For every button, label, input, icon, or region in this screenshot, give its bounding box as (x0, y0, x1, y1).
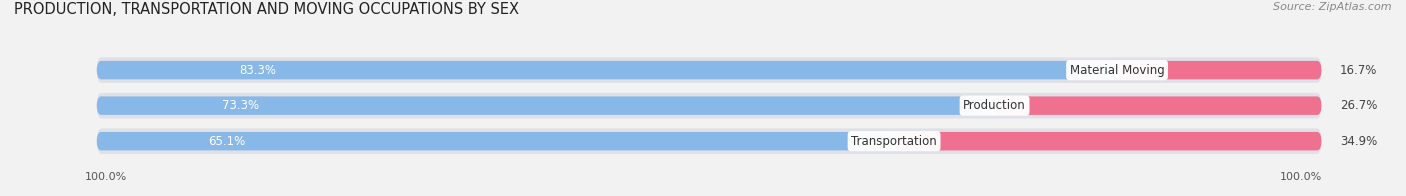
FancyBboxPatch shape (97, 128, 1322, 154)
Text: 100.0%: 100.0% (1279, 172, 1322, 182)
FancyBboxPatch shape (97, 93, 1322, 118)
Text: PRODUCTION, TRANSPORTATION AND MOVING OCCUPATIONS BY SEX: PRODUCTION, TRANSPORTATION AND MOVING OC… (14, 2, 519, 17)
Text: 34.9%: 34.9% (1340, 135, 1378, 148)
Text: Transportation: Transportation (851, 135, 936, 148)
FancyBboxPatch shape (994, 96, 1322, 115)
Text: Material Moving: Material Moving (1070, 64, 1164, 77)
FancyBboxPatch shape (1116, 61, 1322, 79)
Text: 83.3%: 83.3% (239, 64, 277, 77)
FancyBboxPatch shape (97, 57, 1322, 83)
Text: Production: Production (963, 99, 1026, 112)
Text: 65.1%: 65.1% (208, 135, 246, 148)
FancyBboxPatch shape (97, 132, 894, 150)
Text: Source: ZipAtlas.com: Source: ZipAtlas.com (1274, 2, 1392, 12)
Text: 100.0%: 100.0% (84, 172, 127, 182)
FancyBboxPatch shape (97, 96, 994, 115)
Text: 73.3%: 73.3% (222, 99, 260, 112)
FancyBboxPatch shape (894, 132, 1322, 150)
Text: 26.7%: 26.7% (1340, 99, 1378, 112)
Text: 16.7%: 16.7% (1340, 64, 1378, 77)
Legend: Male, Female: Male, Female (634, 194, 772, 196)
FancyBboxPatch shape (97, 61, 1116, 79)
